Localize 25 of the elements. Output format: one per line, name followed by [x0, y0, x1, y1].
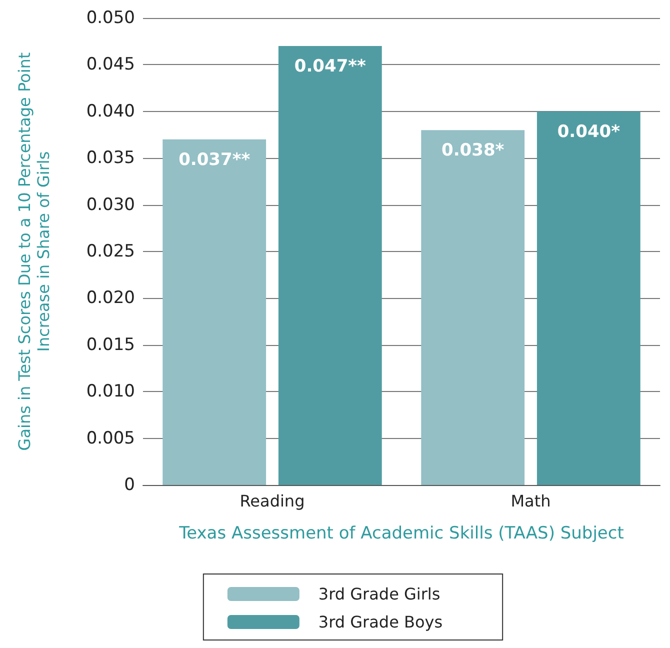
data-label: 0.038* — [442, 140, 504, 161]
legend-label: 3rd Grade Girls — [318, 584, 440, 604]
y-tick-label: 0 — [124, 475, 135, 495]
y-tick-label: 0.050 — [86, 8, 135, 28]
data-label: 0.047** — [294, 56, 366, 77]
data-label: 0.040* — [557, 122, 620, 142]
y-tick-label: 0.010 — [86, 382, 135, 402]
bar — [421, 130, 525, 485]
y-tick-label: 0.015 — [86, 334, 135, 355]
y-tick-label: 0.040 — [86, 101, 135, 122]
data-label: 0.037** — [178, 150, 250, 170]
bar — [162, 139, 266, 485]
y-tick-label: 0.005 — [86, 428, 135, 448]
y-tick-label: 0.025 — [86, 242, 135, 262]
legend-label: 3rd Grade Boys — [318, 612, 443, 632]
x-tick-label: Math — [510, 492, 551, 510]
bar — [536, 111, 640, 485]
bar — [278, 46, 382, 485]
y-axis-title: Gains in Test Scores Due to a 10 Percentage Point Increase in Share of Girls — [15, 52, 53, 451]
y-tick-label: 0.020 — [86, 288, 135, 308]
x-axis-title: Texas Assessment of Academic Skills (TAAS) Subject — [178, 524, 624, 544]
y-tick-label: 0.030 — [86, 194, 135, 215]
x-tick-label: Reading — [240, 492, 305, 510]
y-tick-label: 0.045 — [86, 54, 135, 75]
y-tick-label: 0.035 — [86, 148, 135, 168]
